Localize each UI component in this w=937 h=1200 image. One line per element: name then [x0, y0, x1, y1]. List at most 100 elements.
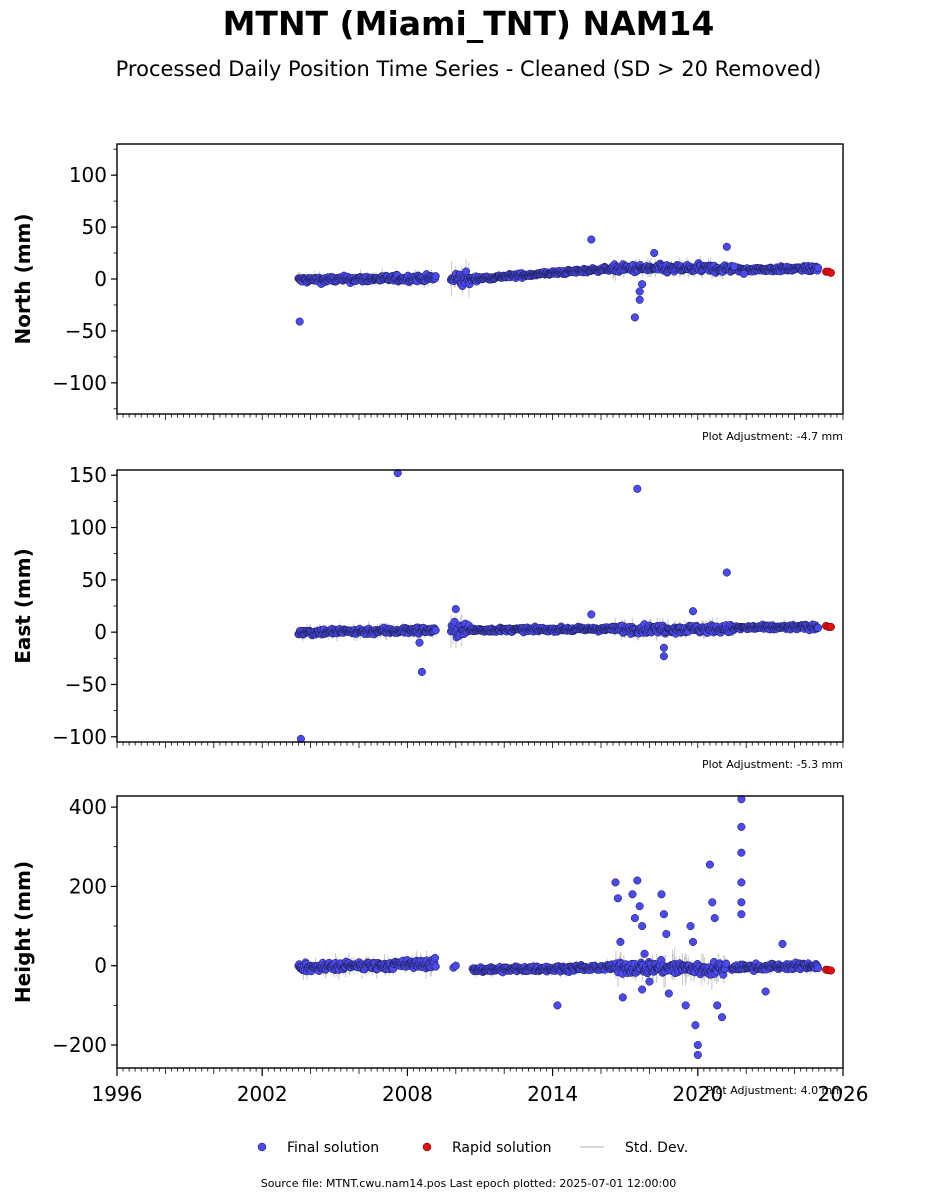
y-tick-label: 400 [69, 795, 107, 819]
final-solution-point [710, 914, 719, 923]
chart-subtitle: Processed Daily Position Time Series - C… [115, 57, 822, 81]
y-tick-label: 0 [94, 620, 107, 644]
final-solution-point [713, 1001, 722, 1010]
y-tick-label: 50 [82, 215, 107, 239]
y-tick-label: −100 [52, 371, 107, 395]
final-solution-point [691, 1021, 700, 1030]
plot-area [117, 470, 843, 742]
rapid-solution-points [822, 621, 835, 631]
final-solution-point [295, 317, 304, 326]
final-solution-point [296, 734, 305, 743]
final-solution-point [688, 607, 698, 616]
y-tick-label: −50 [65, 672, 107, 696]
x-tick-label: 2014 [527, 1082, 578, 1106]
final-solution-point [415, 638, 424, 647]
final-solution-point [662, 929, 671, 939]
x-minor-ticks [116, 1068, 844, 1074]
x-tick-label: 2020 [672, 1082, 723, 1106]
final-solution-point [618, 993, 627, 1002]
final-solution-point [638, 280, 647, 289]
final-solution-point [451, 605, 460, 614]
y-tick-label: 100 [69, 163, 107, 187]
final-solution-point [693, 1040, 702, 1050]
final-solution-point [431, 626, 440, 635]
y-tick-label: 200 [69, 874, 107, 898]
plot-area [117, 796, 843, 1068]
legend-label: Final solution [287, 1140, 379, 1156]
final-solution-point [630, 914, 639, 923]
final-solution-point [814, 263, 823, 272]
rapid-solution-points [822, 965, 835, 975]
chart-title: MTNT (Miami_TNT) NAM14 [222, 4, 715, 43]
final-solution-point [417, 667, 426, 676]
y-tick-label: −200 [52, 1033, 107, 1057]
final-solution-point [657, 890, 666, 899]
final-solution-points [294, 795, 823, 1059]
final-solution-point [638, 985, 647, 994]
final-solution-point [814, 964, 823, 973]
y-tick-label: 150 [69, 463, 107, 487]
final-solution-point [587, 610, 596, 619]
final-solution-point [778, 939, 787, 948]
final-solution-point [431, 962, 440, 971]
panel-1: 100 50 0 −50 −100 North (mm) Plot Adjustment: … [11, 143, 844, 443]
x-minor-ticks [116, 414, 844, 420]
final-solution-point [814, 623, 823, 632]
plot-adjustment-label: Plot Adjustment: -5.3 mm [702, 758, 843, 771]
final-solution-point [633, 484, 642, 493]
x-tick-label: 2026 [818, 1082, 869, 1106]
final-solution-point [659, 910, 668, 919]
final-solution-point [722, 959, 731, 968]
final-solution-point [613, 894, 622, 903]
y-tick-label: −50 [65, 319, 107, 343]
final-solution-point [681, 1001, 690, 1010]
legend-marker [257, 1142, 267, 1152]
x-minor-ticks [116, 742, 844, 748]
final-solution-point [659, 643, 668, 652]
final-solution-point [650, 248, 659, 258]
final-solution-point [640, 949, 649, 958]
final-solution-point [730, 262, 739, 271]
final-solution-point [587, 235, 596, 244]
legend-marker [422, 1142, 432, 1152]
legend: Final solution Rapid solution Std. Dev. [257, 1140, 688, 1156]
panel-2: 150 100 50 0 −50 −100 East (mm) Plot Adjustment… [11, 463, 844, 771]
y-axis-label: East (mm) [11, 548, 35, 664]
final-solution-point [611, 878, 620, 887]
rapid-solution-point [826, 268, 835, 277]
final-solution-point [722, 242, 731, 251]
final-solution-point [645, 977, 654, 986]
final-solution-point [737, 898, 746, 907]
final-solution-point [628, 890, 637, 899]
final-solution-point [451, 961, 460, 970]
final-solution-point [717, 1013, 727, 1022]
final-solution-points [294, 469, 823, 743]
final-solution-point [638, 922, 647, 931]
source-footer: Source file: MTNT.cwu.nam14.pos Last epo… [260, 1177, 677, 1190]
rapid-solution-point [826, 966, 835, 975]
panel-3: 400 200 0 −200 Height (mm) Plot Adjustment: 4… [11, 795, 868, 1106]
final-solution-point [635, 902, 644, 911]
plot-adjustment-label: Plot Adjustment: 4.0 mm [706, 1084, 843, 1097]
x-tick-label: 2008 [382, 1082, 433, 1106]
final-solution-point [664, 989, 673, 998]
final-solution-point [635, 287, 644, 296]
final-solution-point [693, 1050, 702, 1059]
plot-adjustment-label: Plot Adjustment: -4.7 mm [702, 430, 843, 443]
y-tick-label: −100 [52, 725, 107, 749]
final-solution-point [553, 1001, 562, 1010]
final-solution-point [737, 848, 746, 857]
final-solution-point [431, 272, 440, 281]
final-solution-point [686, 922, 695, 931]
final-solution-point [705, 860, 714, 869]
y-axis-label: Height (mm) [11, 861, 35, 1003]
final-solution-point [688, 937, 698, 946]
final-solution-point [630, 313, 639, 322]
final-solution-point [659, 652, 668, 661]
rapid-solution-point [826, 622, 835, 631]
final-solution-point [633, 876, 642, 885]
final-solution-point [737, 822, 746, 831]
y-tick-label: 100 [69, 516, 107, 540]
x-tick-label: 2002 [237, 1082, 288, 1106]
